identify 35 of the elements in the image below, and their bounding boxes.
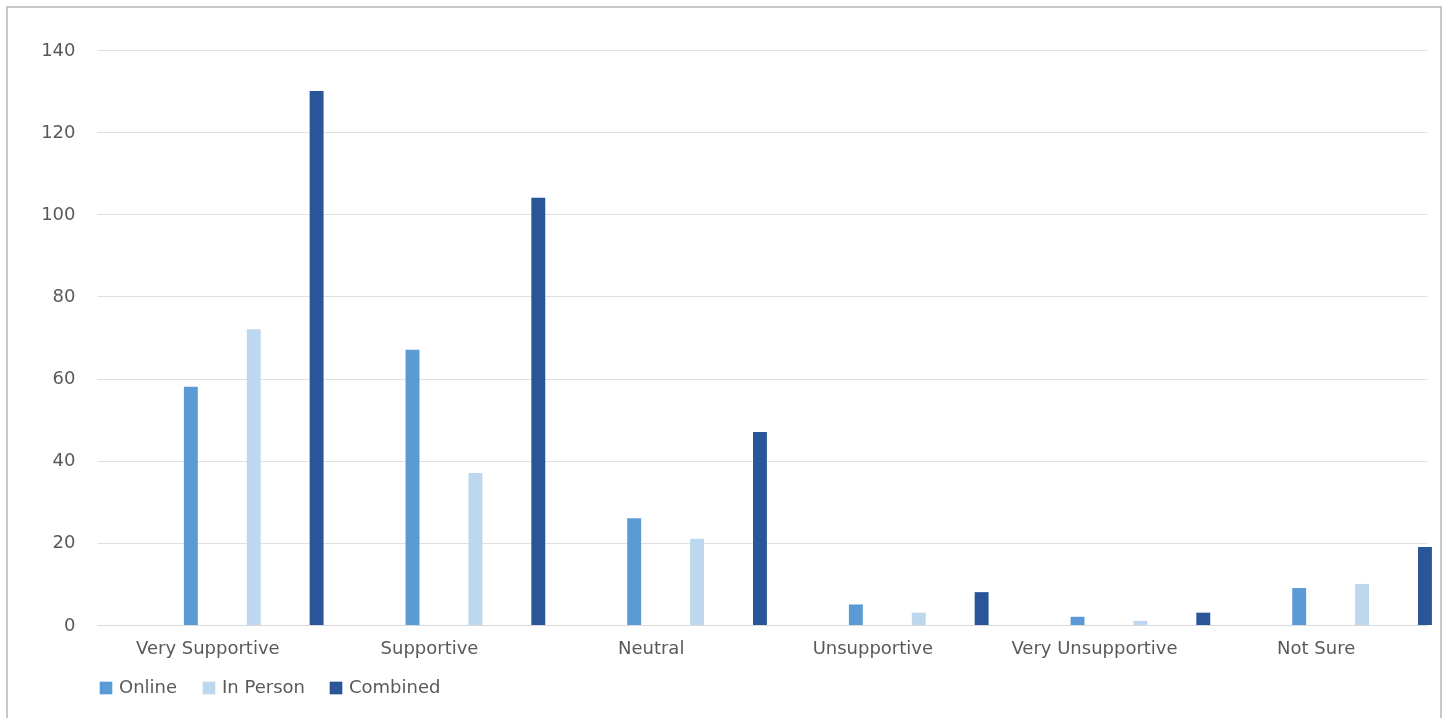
bar — [183, 386, 198, 625]
bar — [974, 592, 989, 625]
bar — [848, 604, 863, 625]
bar — [627, 518, 642, 625]
y-tick-label: 80 — [52, 284, 76, 306]
x-tick-label: Very Supportive — [136, 636, 280, 658]
y-tick-label: 0 — [64, 613, 76, 635]
legend-label: Online — [119, 676, 178, 697]
legend-label: In Person — [222, 676, 305, 697]
bar — [1355, 583, 1370, 625]
bar — [1417, 546, 1432, 625]
bar — [1196, 612, 1211, 625]
bar — [1070, 616, 1085, 625]
legend-label: Combined — [349, 676, 441, 697]
y-tick-label: 100 — [41, 202, 76, 224]
y-tick-label: 140 — [41, 38, 76, 60]
x-tick-label: Not Sure — [1277, 636, 1356, 658]
x-tick-label: Neutral — [617, 636, 685, 658]
bar — [468, 473, 483, 625]
x-tick-label: Very Unsupportive — [1011, 636, 1178, 658]
bar — [911, 612, 926, 625]
bar — [405, 349, 420, 625]
bar — [531, 197, 546, 625]
x-tick-label: Unsupportive — [812, 636, 934, 658]
bar — [309, 91, 324, 625]
bar — [246, 329, 261, 625]
bar — [752, 431, 767, 625]
x-tick-label: Supportive — [380, 636, 479, 658]
y-tick-label: 60 — [52, 367, 76, 389]
y-tick-label: 120 — [41, 120, 76, 142]
y-tick-label: 20 — [52, 531, 76, 553]
bar — [1133, 620, 1148, 625]
bar — [690, 538, 705, 625]
bar — [1292, 588, 1307, 625]
y-tick-label: 40 — [52, 449, 76, 471]
